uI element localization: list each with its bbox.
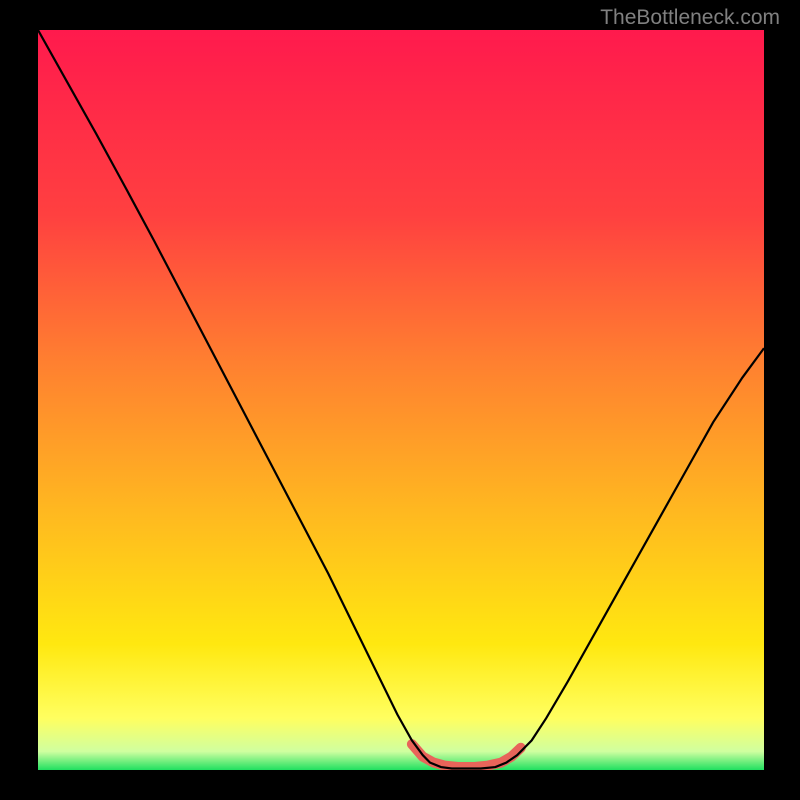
- watermark-text: TheBottleneck.com: [600, 6, 780, 30]
- bottleneck-curve: [38, 30, 764, 769]
- chart-svg: [38, 30, 764, 770]
- plot-area: [38, 30, 764, 770]
